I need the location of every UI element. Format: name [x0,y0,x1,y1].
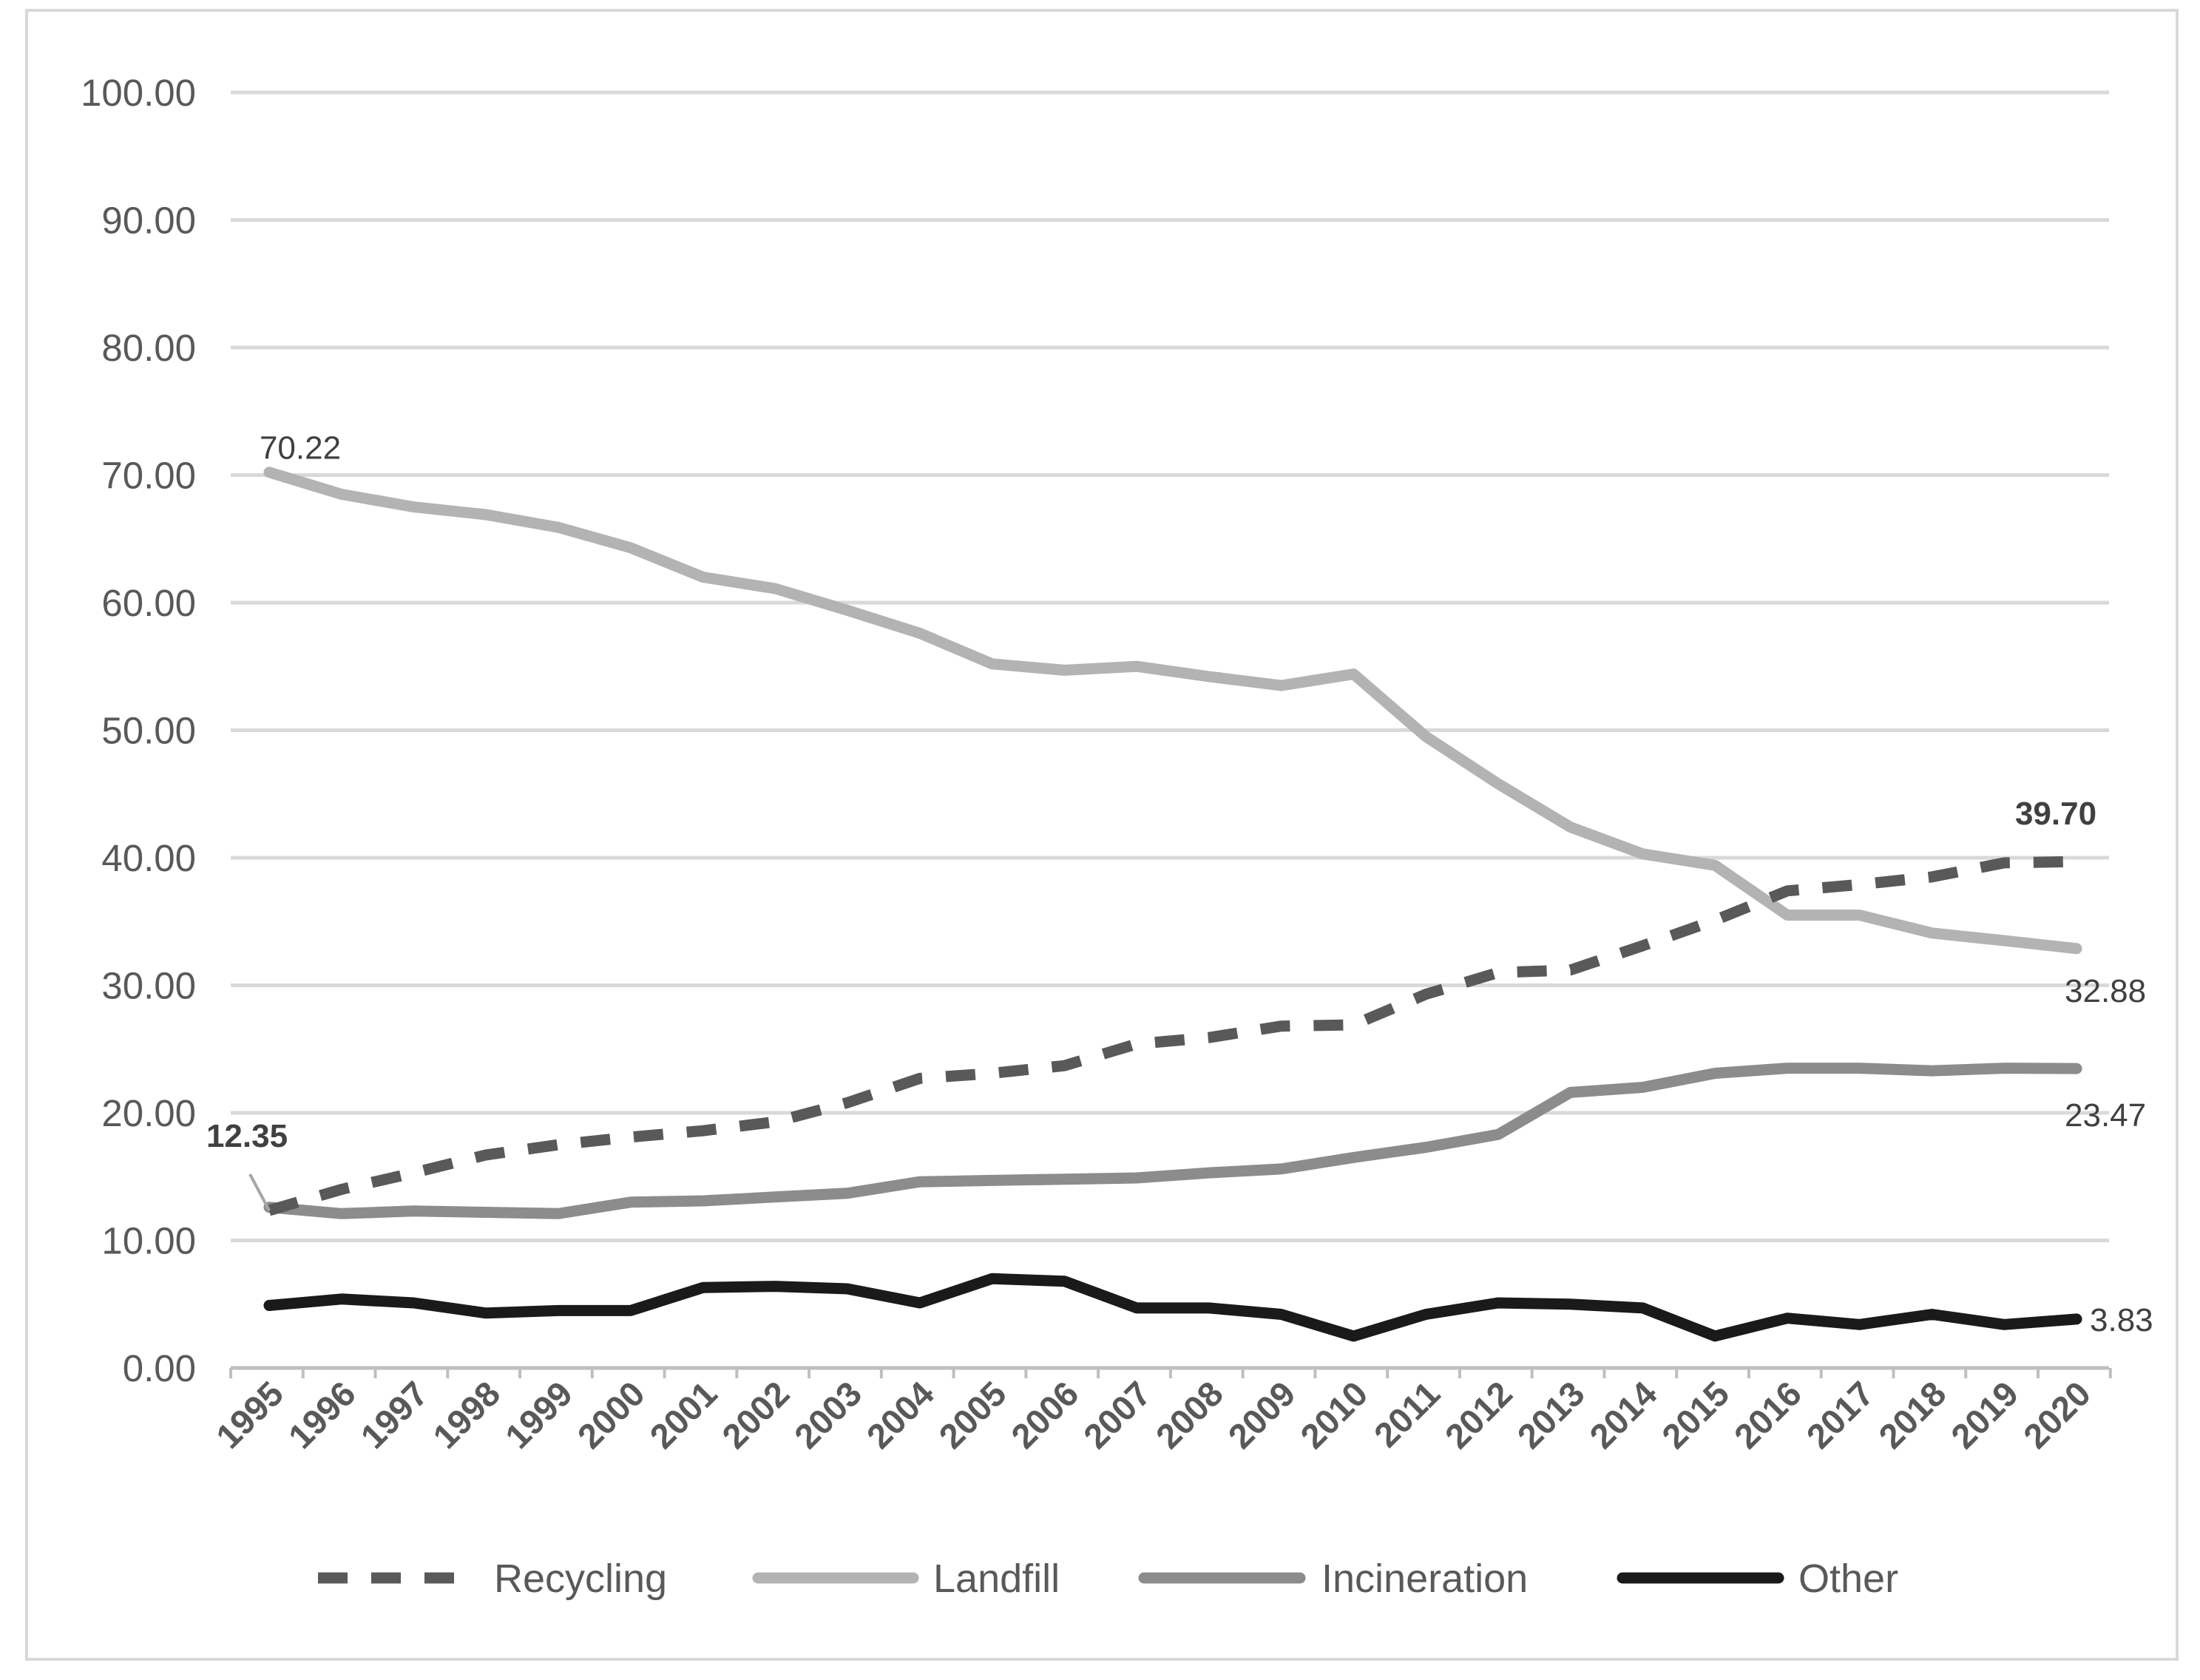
y-tick-label: 10.00 [101,1220,196,1262]
series-line-landfill [263,467,2082,955]
series-line-recycling [267,856,2077,1216]
data-labels: 70.22 12.35 39.70 32.88 23.47 3.83 [206,430,2153,1338]
legend-label-incineration: Incineration [1321,1557,1528,1601]
series-lines [263,467,2082,1342]
x-tick-label: 2004 [859,1374,941,1456]
x-tick-label: 2013 [1509,1374,1591,1456]
x-tick-label: 1995 [209,1374,291,1456]
data-label: 12.35 [206,1118,288,1154]
x-tick-label: 2000 [569,1374,651,1456]
legend-label-other: Other [1798,1557,1898,1601]
y-tick-label: 70.00 [101,455,196,497]
y-tick-label: 90.00 [101,200,196,242]
x-tick-label: 2012 [1438,1374,1520,1456]
x-tick-label: 2017 [1798,1374,1881,1456]
data-label: 39.70 [2015,796,2096,832]
x-tick-label: 1999 [498,1374,580,1456]
y-tick-label: 100.00 [81,72,196,114]
x-tick-label: 2002 [714,1374,796,1456]
x-tick-label: 2001 [642,1374,724,1456]
x-tick-label: 2007 [1076,1374,1158,1456]
y-axis-tick-labels: 0.00 10.00 20.00 30.00 40.00 50.00 60.00 70.00 8… [81,72,196,1389]
x-tick-label: 2015 [1654,1374,1736,1456]
data-label: 32.88 [2065,973,2146,1009]
y-tick-label: 60.00 [101,582,196,624]
y-tick-label: 50.00 [101,710,196,752]
y-tick-label: 0.00 [123,1347,196,1389]
x-tick-label: 2011 [1367,1374,1448,1455]
x-tick-label: 2009 [1220,1374,1302,1456]
data-label: 70.22 [260,430,341,467]
legend-label-landfill: Landfill [933,1557,1060,1601]
x-tick-label: 2020 [2016,1374,2098,1456]
x-tick-label: 1997 [353,1374,435,1456]
y-tick-label: 20.00 [101,1092,196,1134]
y-tick-label: 40.00 [101,837,196,879]
series-line-incineration [263,1063,2082,1219]
gridlines [229,90,2112,1378]
x-tick-label: 2019 [1943,1374,2025,1456]
x-tick-label: 1998 [425,1374,507,1456]
x-tick-label: 2016 [1727,1374,1809,1456]
y-tick-label: 80.00 [101,327,196,369]
x-tick-label: 1996 [280,1374,362,1456]
data-label: 23.47 [2065,1097,2146,1134]
x-tick-label: 2005 [931,1374,1013,1456]
x-tick-label: 2006 [1003,1374,1086,1456]
y-tick-label: 30.00 [101,965,196,1007]
x-tick-label: 2014 [1582,1374,1664,1456]
legend-label-recycling: Recycling [494,1557,667,1601]
x-axis-tick-labels: 1995199619971998199920002001200220032004… [209,1374,2098,1456]
leader-line [248,1173,271,1211]
x-tick-label: 2018 [1871,1374,1953,1456]
data-label: 3.83 [2090,1302,2153,1338]
x-tick-label: 2010 [1293,1374,1375,1456]
chart-frame [25,9,2179,1661]
x-tick-label: 2003 [787,1374,869,1456]
series-line-other [263,1273,2082,1342]
x-tick-label: 2008 [1148,1374,1231,1456]
legend: Recycling Landfill Incineration Other [318,1557,1898,1601]
